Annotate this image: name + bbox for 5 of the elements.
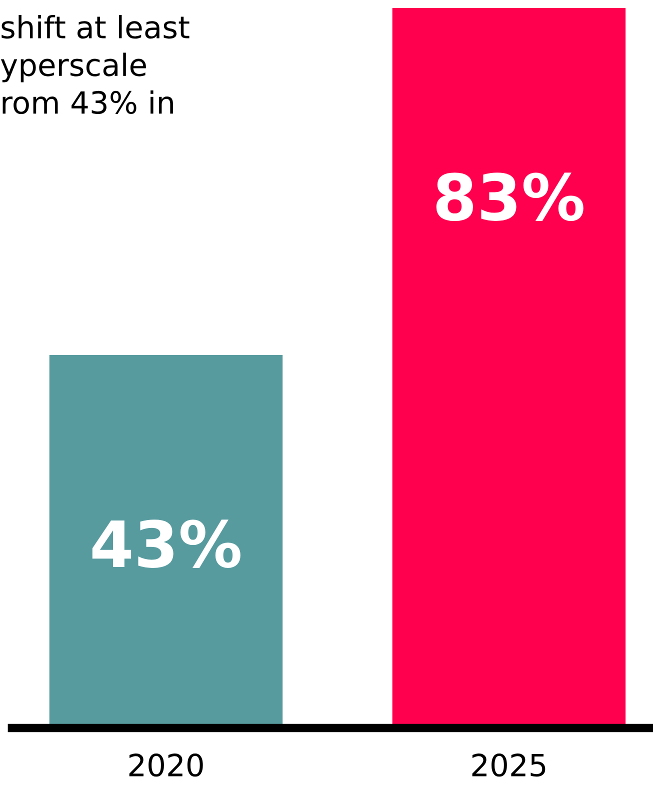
x-tick-label: 2025 (472, 754, 546, 777)
data-label: 43% (92, 520, 240, 568)
x-tick-label: 2020 (129, 754, 203, 777)
annotation: shift at least yperscale rom 43% in (0, 15, 190, 114)
data-label: 83% (436, 172, 584, 221)
